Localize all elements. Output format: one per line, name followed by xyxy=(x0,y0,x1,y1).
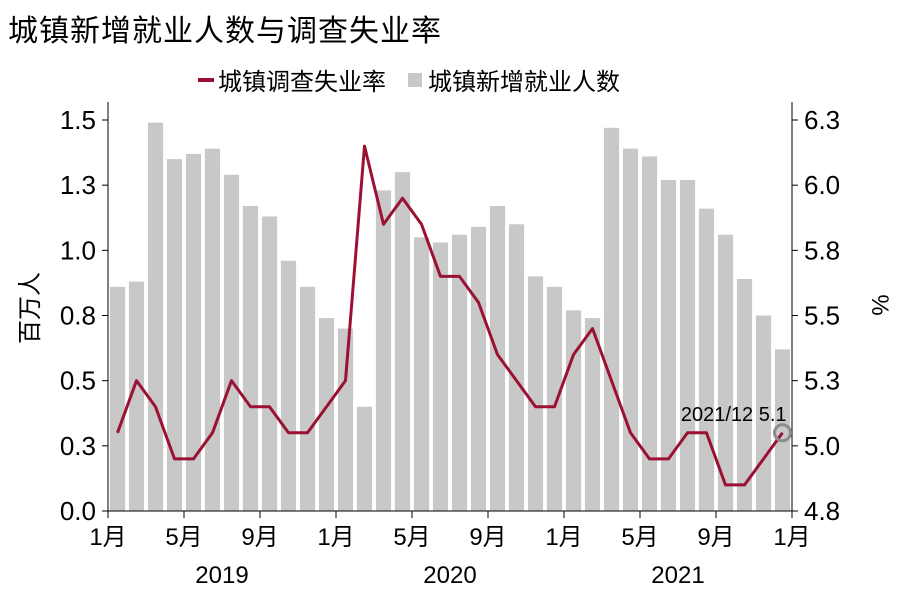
right-tick-label: 4.8 xyxy=(804,496,840,526)
x-tick-label: 1月 xyxy=(773,524,810,551)
left-tick-label: 1.0 xyxy=(60,235,96,265)
bar xyxy=(679,179,696,511)
bar xyxy=(584,318,601,511)
x-tick-label: 5月 xyxy=(621,524,658,551)
legend-label-new-jobs: 城镇新增就业人数 xyxy=(428,68,620,96)
x-year-label: 2021 xyxy=(651,562,704,589)
annotation-group: 2021/12 5.1 xyxy=(681,404,792,443)
x-tick-label: 9月 xyxy=(697,524,734,551)
right-tick-label: 6.0 xyxy=(804,170,840,200)
bar xyxy=(185,153,202,511)
left-tick-label: 0.0 xyxy=(60,496,96,526)
bar-series xyxy=(109,122,791,512)
bar xyxy=(280,260,297,511)
right-tick-label: 5.3 xyxy=(804,366,840,396)
right-tick-label: 5.8 xyxy=(804,235,840,265)
bar xyxy=(489,206,506,511)
bar xyxy=(698,208,715,511)
left-tick-label: 1.5 xyxy=(60,105,96,135)
axes: 0.0 4.8 0.3 5.0 0.5 5.3 0.8 5.5 1.0 5.8 1.3 6.0 1.5 6… xyxy=(17,102,893,589)
bar xyxy=(261,216,278,511)
x-year-label: 2020 xyxy=(423,562,476,589)
unemployment-line xyxy=(116,144,784,487)
x-tick-label: 1月 xyxy=(317,524,354,551)
x-tick-label: 5月 xyxy=(165,524,202,551)
bar xyxy=(375,190,392,511)
bar xyxy=(413,237,430,512)
x-tick-label: 1月 xyxy=(545,524,582,551)
bar xyxy=(204,148,221,512)
x-tick-label: 1月 xyxy=(89,524,126,551)
bar xyxy=(432,242,449,511)
bar xyxy=(622,148,639,512)
bar xyxy=(147,122,164,512)
bar xyxy=(299,286,316,511)
bar xyxy=(318,318,335,511)
left-tick-label: 0.3 xyxy=(60,431,96,461)
bar xyxy=(394,172,411,511)
bar xyxy=(527,276,544,511)
annotation-marker xyxy=(773,423,792,443)
line-series xyxy=(116,144,784,487)
right-tick-label: 6.3 xyxy=(804,105,840,135)
bar xyxy=(565,310,582,511)
bar xyxy=(337,328,354,511)
right-tick-label: 5.0 xyxy=(804,431,840,461)
x-tick-label: 9月 xyxy=(241,524,278,551)
right-tick-label: 5.5 xyxy=(804,301,840,331)
left-tick-label: 0.8 xyxy=(60,301,96,331)
left-tick-label: 0.5 xyxy=(60,366,96,396)
bar xyxy=(166,159,183,511)
x-year-label: 2019 xyxy=(195,562,248,589)
bar xyxy=(546,286,563,511)
bar xyxy=(508,224,525,511)
bar xyxy=(660,179,677,511)
legend-item-new-jobs: 城镇新增就业人数 xyxy=(408,62,620,97)
annotation-label: 2021/12 5.1 xyxy=(681,404,787,426)
bar xyxy=(242,206,259,511)
bar xyxy=(451,234,468,511)
bar xyxy=(356,406,373,511)
legend-item-unemployment: 城镇调查失业率 xyxy=(198,62,386,97)
x-tick-label: 9月 xyxy=(469,524,506,551)
bar xyxy=(717,234,734,511)
right-axis-label: % xyxy=(866,294,893,315)
bar xyxy=(223,174,240,512)
legend-label-unemployment: 城镇调查失业率 xyxy=(218,68,386,96)
bar xyxy=(736,279,753,511)
bar xyxy=(603,127,620,511)
left-axis-label: 百万人 xyxy=(17,272,44,344)
bar xyxy=(128,281,145,511)
bar xyxy=(641,156,658,512)
legend-line-swatch xyxy=(198,77,214,82)
chart-title: 城镇新增就业人数与调查失业率 xyxy=(8,14,442,49)
bar xyxy=(774,349,791,511)
bar xyxy=(470,226,487,511)
legend: 城镇调查失业率 城镇新增就业人数 xyxy=(198,62,642,97)
bar xyxy=(109,286,126,511)
left-tick-label: 1.3 xyxy=(60,170,96,200)
x-tick-label: 5月 xyxy=(393,524,430,551)
legend-bar-swatch xyxy=(408,72,422,87)
